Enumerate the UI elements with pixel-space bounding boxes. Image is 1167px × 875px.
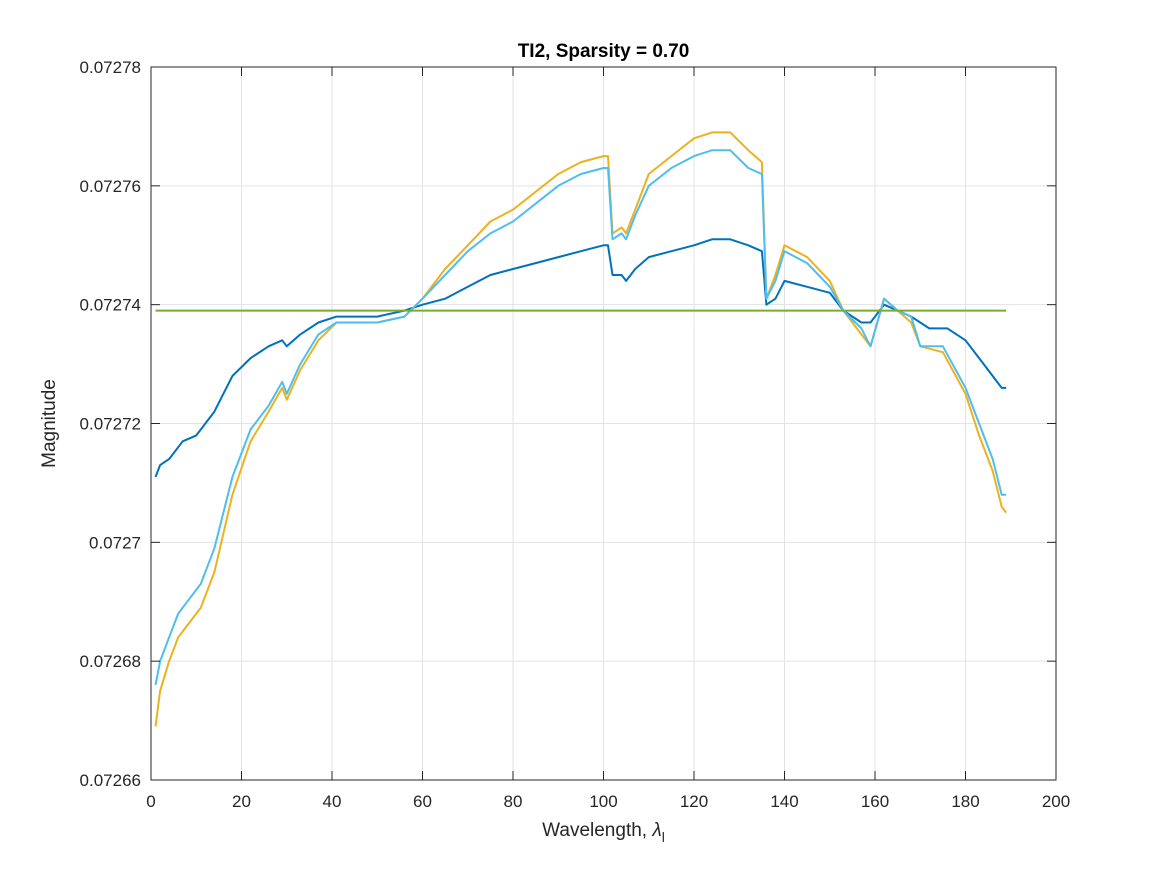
x-tick-label: 20 [232,792,251,811]
y-tick-label: 0.07278 [80,58,141,77]
x-tick-label: 40 [323,792,342,811]
x-tick-label: 180 [951,792,979,811]
x-tick-label: 80 [504,792,523,811]
series-lines [154,131,1007,727]
x-axis-label-subscript: l [662,829,665,845]
y-tick-label: 0.07266 [80,771,141,790]
y-tick-label: 0.07268 [80,652,141,671]
x-axis-label: Wavelength, λl [542,820,665,845]
y-tick-label: 0.07272 [80,415,141,434]
x-tick-label: 0 [146,792,155,811]
series-line-3 [154,149,1007,686]
x-tick-label: 160 [861,792,889,811]
y-tick-label: 0.0727 [89,533,141,552]
x-tick-label: 120 [680,792,708,811]
y-tick-label: 0.07276 [80,177,141,196]
x-tick-labels: 0 20 40 60 80 100 120 140 160 180 200 [146,792,1070,811]
x-axis-label-symbol: λ [651,820,661,841]
y-axis-label: Magnitude [39,379,60,468]
x-tick-label: 200 [1042,792,1070,811]
chart-title: TI2, Sparsity = 0.70 [518,41,690,62]
x-axis-label-text: Wavelength, [542,820,652,841]
y-tick-labels: 0.07266 0.07268 0.0727 0.07272 0.07274 0.0727… [80,58,141,790]
y-tick-label: 0.07274 [80,296,141,315]
x-tick-label: 60 [413,792,432,811]
x-tick-label: 140 [770,792,798,811]
x-tick-label: 100 [589,792,617,811]
axis-ticks [150,66,1057,781]
